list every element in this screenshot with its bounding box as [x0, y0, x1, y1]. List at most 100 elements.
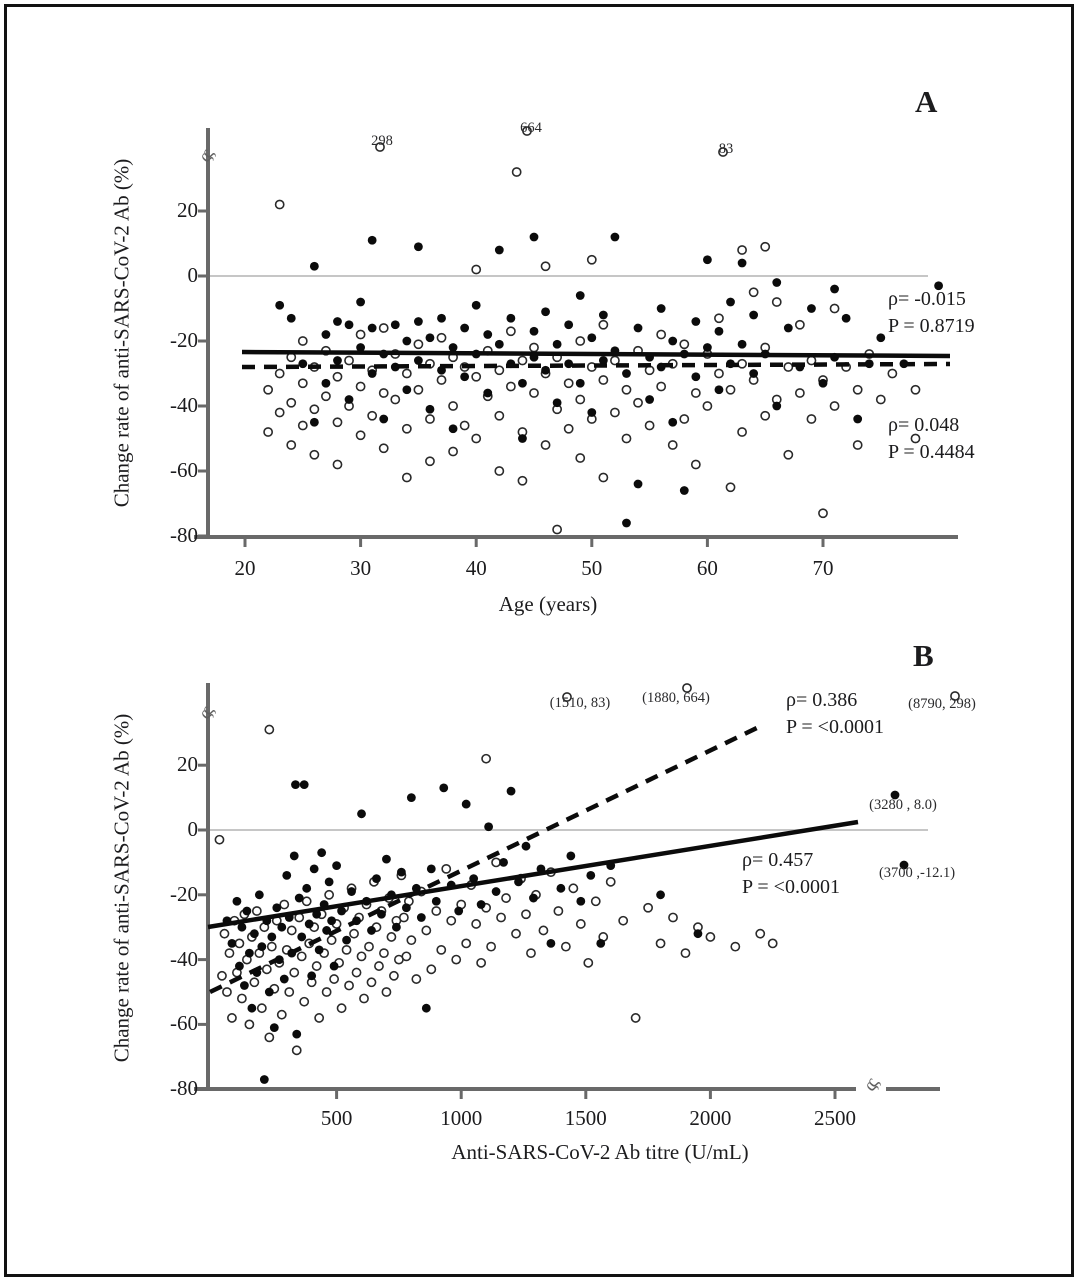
panel-a-point-open	[448, 446, 458, 457]
panel-b-point-open	[501, 893, 511, 903]
panel-a-point-open	[494, 365, 505, 376]
panel-b-point-open	[496, 912, 506, 923]
panel-a-point-open	[425, 456, 435, 467]
panel-b-point-open	[329, 974, 340, 984]
panel-b-point-open	[217, 970, 227, 981]
panel-a-point-filled	[598, 310, 608, 320]
panel-a-point-filled	[853, 414, 863, 424]
panel-a-point-filled	[367, 235, 377, 245]
panel-b-point-open	[364, 941, 374, 952]
panel-b-point-open	[251, 906, 262, 916]
panel-a-point-open	[517, 475, 528, 486]
panel-b-point-filled	[342, 935, 351, 945]
panel-b-point-filled	[267, 932, 277, 942]
panel-a-point-open	[263, 384, 274, 395]
panel-a-outlier-annotation: 298	[371, 133, 393, 149]
panel-a-outlier-annotation: 83	[718, 141, 734, 157]
panel-b-point-filled	[257, 942, 267, 952]
panel-b-point-filled	[431, 896, 441, 906]
panel-b-point-filled	[514, 877, 523, 887]
panel-a-point-filled	[749, 310, 759, 320]
panel-a-point-open	[274, 199, 285, 210]
panel-b-point-open	[486, 941, 497, 952]
panel-b-point-open	[491, 857, 501, 868]
panel-b-point-filled	[406, 793, 416, 802]
panel-b-point-filled	[576, 896, 586, 906]
panel-b-point-open	[219, 928, 230, 939]
panel-b-point-open	[381, 987, 392, 997]
panel-b-outlier-point	[682, 683, 692, 693]
panel-b-point-filled	[297, 932, 307, 942]
panel-b-point-filled	[461, 799, 471, 809]
panel-b-x-tick-label: 1500	[564, 1106, 607, 1130]
panel-a-point-open	[355, 430, 366, 441]
panel-a-point-open	[459, 420, 470, 431]
panel-b-point-filled	[317, 848, 327, 858]
panel-a-point-filled	[518, 378, 527, 388]
panel-b-point-open	[324, 889, 335, 900]
panel-b-point-open	[249, 977, 260, 988]
panel-b-y-tick-label: -60	[170, 1011, 198, 1036]
rho-value: ρ= 0.386	[786, 689, 858, 711]
panel-a-point-filled	[483, 388, 493, 398]
panel-a-point-open	[552, 524, 563, 535]
panel-b-point-open	[553, 906, 564, 916]
panel-b-point-filled	[242, 906, 252, 916]
panel-a-point-open	[367, 410, 378, 421]
panel-b-point-open	[421, 925, 432, 936]
panel-b-point-open	[560, 941, 571, 952]
panel-a-point-open	[321, 391, 331, 402]
panel-b-y-tick-label: -80	[170, 1076, 198, 1101]
panel-b-point-filled	[307, 971, 317, 981]
panel-a-point-filled	[772, 278, 782, 287]
panel-b-point-open	[590, 896, 601, 907]
panel-b-point-filled	[239, 981, 249, 990]
panel-a-point-open	[529, 388, 539, 398]
panel-a-point-filled	[414, 356, 423, 365]
panel-b-point-open	[299, 996, 310, 1007]
panel-b-point-open	[261, 964, 272, 975]
panel-a-point-open	[771, 297, 782, 307]
panel-b-point-filled	[254, 890, 264, 900]
panel-a-point-filled	[402, 336, 412, 346]
panel-b-point-filled	[367, 926, 376, 935]
panel-b-point-open	[289, 967, 300, 978]
panel-b-point-filled	[392, 922, 401, 932]
panel-a-point-open	[656, 381, 667, 392]
panel-a-point-filled	[575, 291, 585, 300]
panel-b-point-open	[279, 899, 290, 910]
panel-b-point-filled	[294, 893, 304, 903]
panel-b-point-filled	[586, 870, 596, 880]
panel-b-point-open	[583, 957, 594, 968]
panel-b-point-filled	[529, 893, 538, 903]
panel-a-point-filled	[749, 369, 759, 378]
panel-a-point-filled	[587, 408, 597, 417]
panel-b-point-filled	[546, 939, 556, 948]
panel-a-point-filled	[379, 414, 389, 424]
panel-b-point-filled	[357, 809, 366, 819]
panel-b-point-filled	[656, 890, 665, 900]
panel-b-point-open	[291, 1045, 302, 1056]
panel-a-point-open	[737, 358, 747, 369]
panel-b-point-filled	[484, 822, 494, 832]
panel-b-point-open	[426, 964, 437, 975]
panel-a-point-open	[610, 407, 620, 418]
panel-a-point-filled	[460, 372, 470, 382]
panel-a-point-open	[448, 401, 458, 411]
panel-b-point-filled	[289, 851, 299, 861]
panel-a-point-filled	[448, 424, 458, 434]
panel-a-y-axis-title: Change rate of anti-SARS-CoV-2 Ab (%)	[109, 158, 134, 508]
panel-a-point-filled	[737, 258, 747, 268]
panel-b-point-open	[264, 1032, 275, 1043]
panel-b-point-open	[767, 938, 778, 949]
panel-a-point-filled	[841, 313, 851, 323]
panel-a-point-filled	[714, 326, 724, 336]
panel-a-point-open	[875, 394, 886, 405]
panel-a-point-filled	[494, 245, 504, 255]
panel-a-point-open	[390, 394, 401, 405]
panel-b-point-open	[406, 935, 417, 946]
panel-b-point-open	[630, 1013, 641, 1023]
panel-b-point-filled	[439, 783, 449, 793]
panel-b-point-filled	[324, 877, 334, 887]
panel-b-point-open	[224, 948, 235, 959]
